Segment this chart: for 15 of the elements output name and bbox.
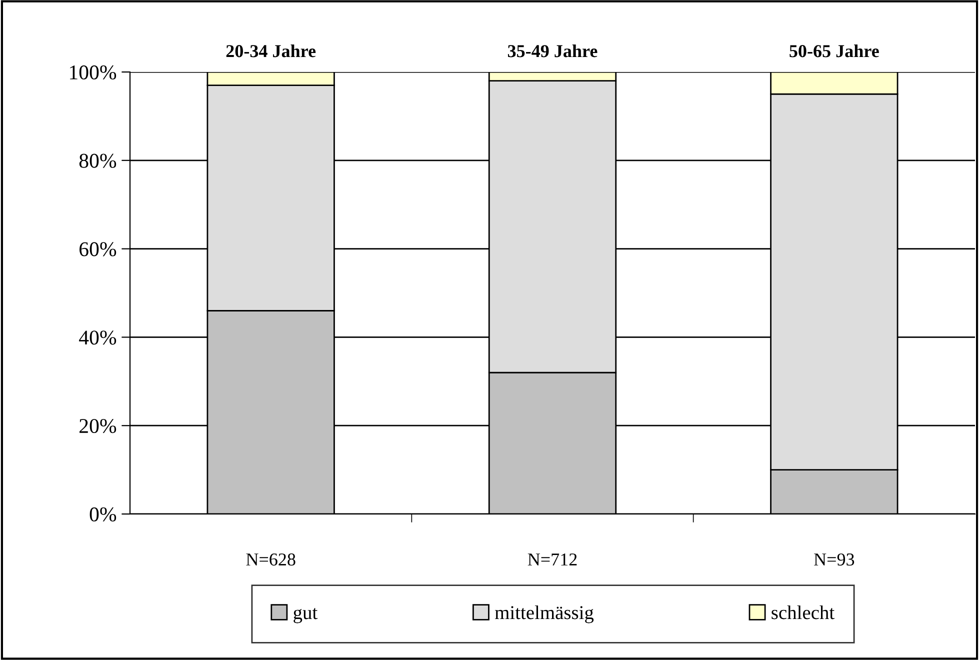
y-tick-label: 60% xyxy=(80,242,116,256)
annotation: 50-65 Jahre xyxy=(790,44,879,58)
y-tick-label: 100% xyxy=(70,65,116,80)
legend-label: gut xyxy=(294,608,318,624)
x-tick-label: N=712 xyxy=(528,553,577,566)
annotation: 35-49 Jahre xyxy=(508,44,598,58)
x-tick-label: N=628 xyxy=(246,553,296,566)
legend-label: mittelmässig xyxy=(494,606,594,624)
x-tick-label: N=93 xyxy=(814,553,854,566)
legend-label: schlecht xyxy=(772,606,834,620)
y-tick-label: 80% xyxy=(79,154,116,168)
y-tick-label: 0% xyxy=(90,507,116,522)
y-tick-label: 40% xyxy=(79,330,116,345)
annotation: 20-34 Jahre xyxy=(226,44,316,58)
y-tick-label: 20% xyxy=(80,418,116,434)
